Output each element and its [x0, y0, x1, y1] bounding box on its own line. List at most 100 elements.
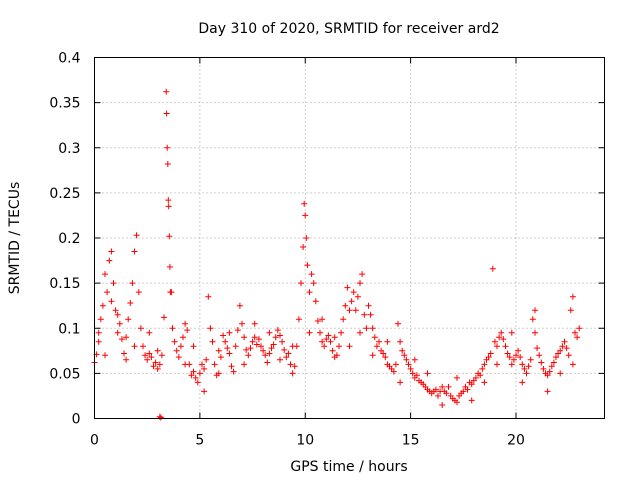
data-point [359, 271, 366, 278]
data-point [306, 289, 313, 296]
data-point [152, 359, 159, 366]
data-point [228, 363, 235, 370]
data-point [460, 388, 467, 395]
data-point [411, 356, 418, 363]
data-point [331, 334, 338, 341]
data-point [336, 343, 342, 350]
data-point [464, 386, 471, 393]
data-point [317, 329, 323, 336]
data-point [177, 343, 184, 350]
data-point [281, 346, 288, 353]
data-point [540, 365, 547, 372]
y-tick-label: 0.3 [58, 141, 80, 157]
data-point [260, 347, 267, 354]
data-point [217, 354, 224, 361]
data-point [182, 361, 189, 368]
data-point [572, 329, 578, 336]
data-point [112, 307, 119, 314]
data-point [184, 327, 191, 334]
data-point [182, 320, 189, 327]
data-point [165, 203, 172, 210]
data-point [403, 356, 410, 363]
data-point [142, 352, 149, 359]
data-point [344, 284, 351, 291]
data-point [390, 368, 397, 375]
data-point [369, 325, 376, 332]
data-point [342, 302, 349, 309]
x-tick-label: 15 [402, 433, 420, 449]
data-point [249, 338, 256, 345]
data-point [247, 345, 254, 352]
data-point [536, 352, 543, 359]
data-point [150, 363, 157, 370]
data-point [544, 388, 551, 395]
data-point [363, 325, 370, 332]
data-point [357, 329, 363, 336]
x-tick-label: 20 [507, 433, 525, 449]
data-point [327, 338, 334, 345]
y-tick-label: 0.2 [58, 231, 80, 247]
data-point [576, 325, 583, 332]
data-point [500, 336, 507, 343]
data-point [241, 361, 248, 368]
data-point [166, 263, 173, 270]
data-point [468, 381, 475, 388]
data-point [234, 327, 241, 334]
data-point [454, 374, 460, 381]
data-point [481, 361, 488, 368]
data-point [201, 365, 208, 372]
data-point [264, 359, 271, 366]
data-point [523, 370, 530, 377]
data-point [409, 370, 416, 377]
data-point [190, 343, 197, 350]
data-point [550, 359, 557, 366]
data-point [245, 352, 252, 359]
data-point [300, 244, 307, 250]
data-point [190, 368, 197, 375]
data-point [435, 392, 441, 399]
data-point [123, 356, 130, 363]
data-point [561, 338, 568, 345]
data-point [106, 257, 113, 264]
data-point [544, 372, 551, 379]
data-point [397, 338, 404, 345]
x-tick-label: 5 [195, 433, 204, 449]
data-point [350, 289, 357, 296]
data-point [220, 332, 227, 339]
data-point [413, 372, 420, 379]
data-point [532, 307, 538, 314]
data-point [357, 280, 363, 287]
data-point [574, 334, 581, 341]
data-point [508, 329, 515, 336]
data-point [133, 232, 140, 239]
data-point [432, 386, 439, 393]
data-point [211, 361, 218, 368]
data-point [312, 298, 319, 305]
data-point [287, 361, 294, 368]
data-point [534, 345, 541, 352]
data-point [243, 346, 250, 353]
data-point [376, 338, 382, 345]
data-point [277, 356, 283, 363]
data-point [567, 307, 574, 314]
data-point [285, 350, 292, 357]
data-point [439, 402, 446, 408]
data-point [121, 350, 127, 357]
data-point [289, 343, 296, 350]
data-point [171, 338, 178, 345]
data-point [125, 316, 132, 323]
data-point [123, 334, 130, 341]
data-point [226, 350, 233, 357]
data-point [553, 354, 559, 361]
data-point [199, 361, 205, 368]
data-point [496, 334, 503, 341]
data-point [380, 350, 387, 357]
data-point [173, 347, 180, 354]
data-point [529, 316, 536, 323]
x-tick-label: 10 [296, 433, 314, 449]
data-point [361, 311, 368, 318]
data-point [236, 302, 243, 309]
data-point [289, 370, 296, 377]
data-point [232, 343, 239, 350]
data-point [157, 414, 164, 421]
